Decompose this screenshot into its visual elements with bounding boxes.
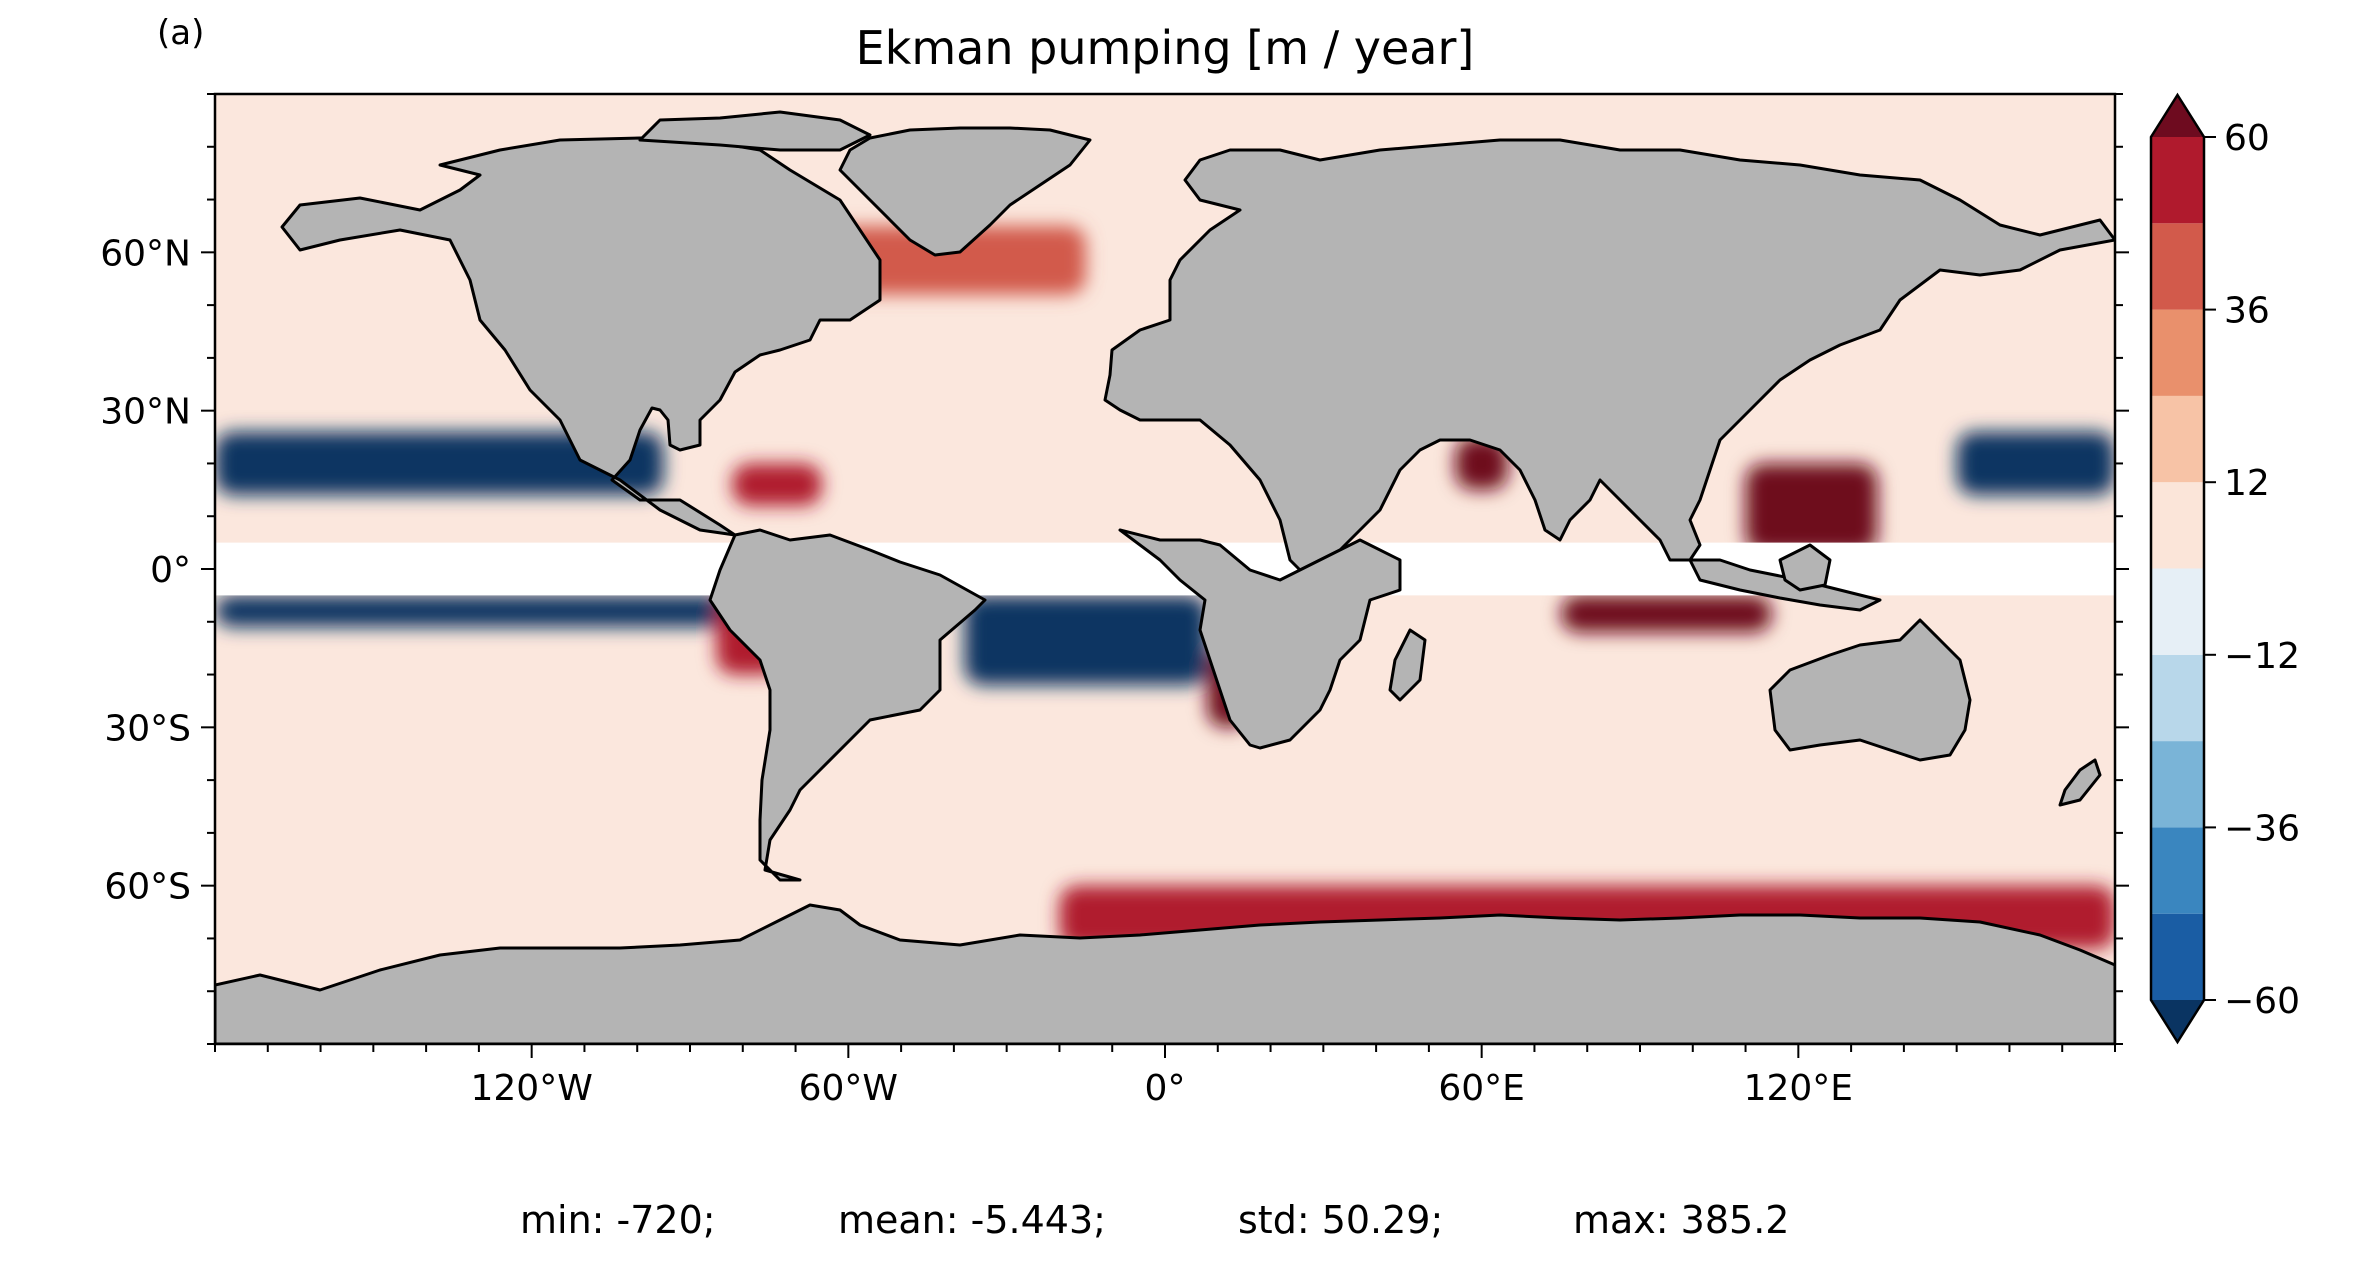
- greenland-landmass: [838, 126, 1092, 257]
- stat-mean: mean: -5.443;: [838, 1198, 1106, 1242]
- x-tick-label: 120°E: [1744, 1068, 1853, 1109]
- field-region-north-pacific-subtropical-band: [215, 431, 664, 496]
- map-axis-ticks: 120°W 60°W 0° 60°E 120°E 60°N 30°N 0° 30°S 60°S: [100, 93, 2129, 1109]
- stat-max: max: 385.2: [1573, 1198, 1790, 1242]
- ekman-pumping-map-figure: (a) Ekman pumping [m / year] 120°W 60°W 0°…: [100, 13, 2300, 1109]
- colorbar-tick-label: −12: [2224, 636, 2300, 677]
- field-region-caribbean-upwelling: [732, 463, 822, 506]
- field-region-south-pacific-equatorial-band: [215, 595, 743, 628]
- field-region-west-pacific-subtropical-band: [1956, 431, 2115, 496]
- north-america-landmass: [280, 136, 882, 537]
- colorbar-tick-label: −60: [2224, 981, 2300, 1022]
- indochina-indonesia-landmass: [1688, 558, 1882, 612]
- y-tick-label: 60°S: [104, 867, 191, 908]
- borneo-landmass: [1778, 543, 1832, 592]
- africa-europe-asia-landmass: [1103, 138, 2115, 572]
- field-region-maritime-continent: [1745, 463, 1878, 554]
- colorbar-level--36: [2151, 741, 2204, 828]
- colorbar-level--12: [2151, 568, 2204, 655]
- arctic-islands-landmass: [638, 110, 872, 152]
- colorbar-tick-label: 60: [2224, 118, 2270, 159]
- stat-min: min: -720;: [520, 1198, 716, 1242]
- colorbar-tick-label: 12: [2224, 463, 2270, 504]
- madagascar-landmass: [1388, 628, 1427, 702]
- colorbar-tick-label: −36: [2224, 808, 2300, 849]
- colorbar-under-triangle: [2151, 1000, 2204, 1042]
- south-america-landmass: [708, 528, 987, 882]
- y-tick-label: 60°N: [100, 233, 191, 274]
- colorbar-over-triangle: [2151, 95, 2204, 137]
- colorbar-level-48: [2151, 137, 2204, 224]
- colorbar-level--24: [2151, 654, 2204, 742]
- antarctica-landmass: [215, 903, 2115, 1044]
- field-region-south-atlantic-equatorial-band: [964, 595, 1208, 686]
- map-title: Ekman pumping [m / year]: [856, 21, 1475, 75]
- colorbar-level-0: [2151, 482, 2204, 569]
- y-tick-label: 0°: [150, 550, 191, 591]
- colorbar-level-12: [2151, 395, 2204, 483]
- y-tick-label: 30°S: [104, 708, 191, 749]
- australia-landmass: [1768, 618, 1972, 762]
- x-tick-label: 60°E: [1438, 1068, 1525, 1109]
- new-zealand-landmass: [2058, 758, 2102, 807]
- panel-label: (a): [157, 13, 204, 53]
- colorbar-level--60: [2151, 913, 2204, 1000]
- field-statistics: min: -720; mean: -5.443; std: 50.29; max…: [0, 1195, 2362, 1245]
- colorbar-level-36: [2151, 223, 2204, 310]
- colorbar-ticks: 60 36 12 −12 −36 −60: [2204, 118, 2300, 1022]
- colorbar-level--48: [2151, 827, 2204, 914]
- colorbar-level-24: [2151, 309, 2204, 396]
- africa-south-landmass: [1118, 528, 1402, 750]
- colorbar-tick-label: 36: [2224, 291, 2270, 332]
- field-region-arabian-sea-upwelling: [1455, 437, 1509, 490]
- stat-std: std: 50.29;: [1238, 1198, 1444, 1242]
- x-tick-label: 120°W: [471, 1068, 593, 1109]
- colorbar-segments: [2151, 137, 2204, 1000]
- x-tick-label: 0°: [1145, 1068, 1186, 1109]
- field-region-indian-ocean-equatorial-band: [1560, 595, 1772, 633]
- colorbar: 60 36 12 −12 −36 −60: [2149, 92, 2300, 1045]
- land-masses: [215, 110, 2115, 1044]
- field-region-north-atlantic-subpolar: [821, 225, 1086, 295]
- x-tick-label: 60°W: [799, 1068, 898, 1109]
- y-tick-label: 30°N: [100, 392, 191, 433]
